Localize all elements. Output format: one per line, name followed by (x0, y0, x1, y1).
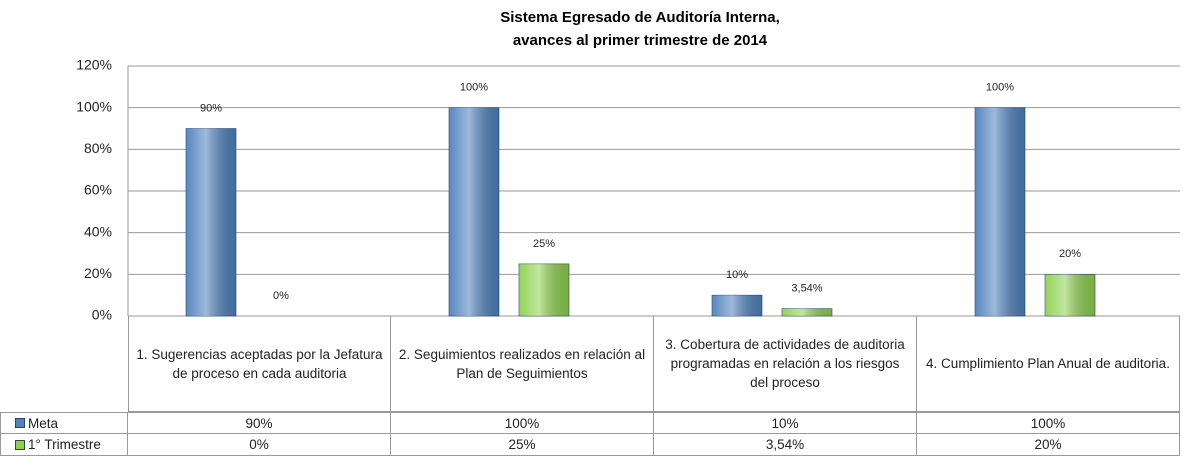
y-tick-label: 20% (84, 265, 112, 281)
data-label: 100% (986, 82, 1014, 94)
table-row-header: 1° Trimestre (0, 434, 128, 456)
chart-title: Sistema Egresado de Auditoría Interna, (500, 9, 780, 26)
table-cell: 90% (128, 412, 391, 434)
table-cell: 3,54% (654, 434, 917, 456)
y-tick-label: 40% (84, 223, 112, 239)
legend-label: 1° Trimestre (28, 437, 101, 452)
table-row-header: Meta (0, 412, 128, 434)
data-label: 3,54% (791, 283, 822, 295)
category-label: 3. Cobertura de actividades de auditoria… (654, 316, 917, 412)
table-cell: 100% (391, 412, 654, 434)
table-cell: 0% (128, 434, 391, 456)
legend-swatch (15, 439, 25, 450)
y-tick-label: 120% (76, 57, 112, 73)
bar-shine (712, 295, 762, 316)
data-label: 25% (533, 238, 555, 250)
data-label: 0% (273, 290, 289, 302)
y-tick-label: 100% (76, 98, 112, 114)
category-label: 2. Seguimientos realizados en relación a… (391, 316, 654, 412)
bar-shine (1045, 274, 1095, 316)
bar-shine (975, 107, 1025, 317)
bar-shine (519, 263, 569, 316)
bar-shine (449, 107, 499, 317)
y-tick-label: 60% (84, 182, 112, 198)
bar-shine (782, 308, 832, 316)
table-cell: 25% (391, 434, 654, 456)
category-label: 1. Sugerencias aceptadas por la Jefatura… (128, 316, 391, 412)
table-cell: 100% (917, 412, 1180, 434)
table-cell: 10% (654, 412, 917, 434)
y-tick-label: 80% (84, 140, 112, 156)
data-label: 100% (460, 82, 488, 94)
data-label: 10% (726, 269, 748, 281)
data-label: 90% (200, 102, 222, 114)
legend-swatch (15, 418, 25, 428)
bar-shine (186, 128, 236, 316)
table-cell: 20% (917, 434, 1180, 456)
legend-label: Meta (28, 415, 59, 431)
data-label: 20% (1059, 248, 1081, 260)
chart-title: avances al primer trimestre de 2014 (513, 32, 768, 49)
category-label: 4. Cumplimiento Plan Anual de auditoria. (917, 316, 1180, 412)
y-tick-label: 0% (92, 307, 112, 323)
